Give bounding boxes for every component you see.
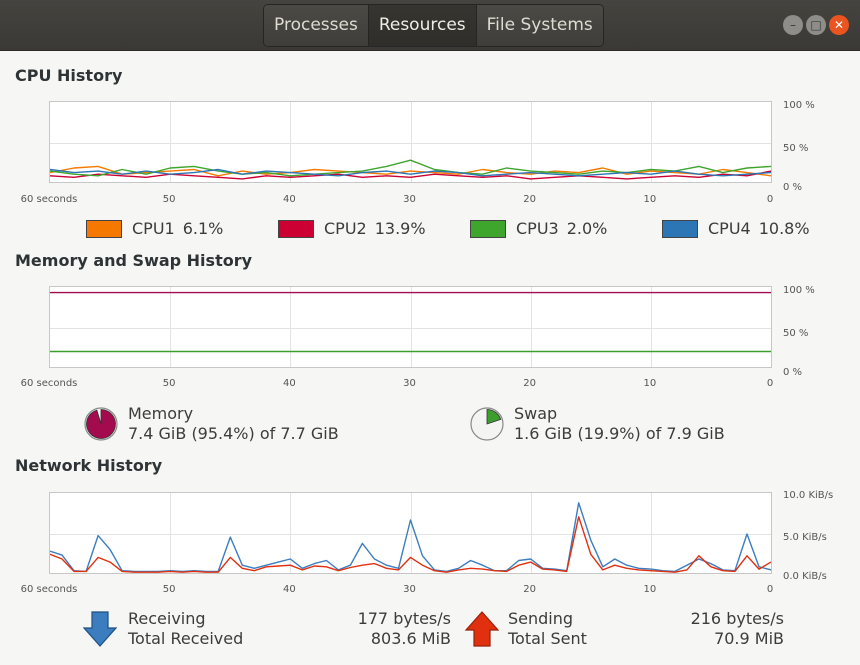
x-axis-tick-label: 50: [162, 584, 176, 595]
series-line-cpu3: [50, 159, 771, 177]
memory-info: Memory 7.4 GiB (95.4%) of 7.7 GiB: [128, 404, 339, 444]
network-y-label: 10.0 KiB/s: [783, 490, 834, 501]
x-axis-tick-label: 20: [523, 194, 537, 205]
legend-cpu4: CPU4 10.8%: [662, 219, 810, 238]
close-icon: ✕: [833, 18, 845, 32]
close-button[interactable]: ✕: [829, 15, 849, 35]
cpu2-label: CPU2: [324, 219, 367, 238]
cpu-y-label: 50 %: [783, 143, 809, 154]
network-history-title: Network History: [15, 456, 163, 475]
total-sent-value: 70.9 MiB: [714, 629, 784, 648]
cpu3-color-swatch[interactable]: [470, 219, 506, 238]
series-line-receiving: [50, 502, 771, 573]
x-axis-tick-label: 30: [403, 194, 416, 205]
tab-processes[interactable]: Processes: [264, 5, 369, 46]
x-axis-tick-label: 20: [523, 584, 537, 595]
x-axis-tick-label: 40: [282, 378, 296, 389]
swap-info: Swap 1.6 GiB (19.9%) of 7.9 GiB: [514, 404, 725, 444]
memory-history-title: Memory and Swap History: [15, 251, 253, 270]
cpu-graph-svg: [50, 102, 771, 182]
x-axis-tick-label: 0: [766, 378, 774, 389]
memory-history-graph: [49, 286, 772, 368]
memory-y-label: 50 %: [783, 328, 809, 339]
cpu-y-label: 100 %: [783, 100, 815, 111]
network-y-label: 5.0 KiB/s: [783, 532, 827, 543]
series-line-cpu4: [50, 168, 771, 177]
x-axis-tick-label: 40: [282, 584, 296, 595]
swap-pie-icon[interactable]: [468, 405, 506, 443]
x-axis-tick-label: 50: [162, 378, 176, 389]
x-axis-tick-label: 10: [643, 584, 657, 595]
x-axis-tick-label: 0: [766, 194, 774, 205]
cpu4-color-swatch[interactable]: [662, 219, 698, 238]
cpu3-label: CPU3: [516, 219, 559, 238]
network-history-graph: [49, 492, 772, 574]
view-switcher: Processes Resources File Systems: [263, 4, 604, 47]
maximize-button[interactable]: □: [806, 15, 826, 35]
series-line-sending: [50, 516, 771, 573]
total-sent-label: Total Sent: [508, 629, 587, 648]
tab-file-systems[interactable]: File Systems: [476, 5, 603, 46]
net-graph-svg: [50, 493, 771, 573]
x-axis-tick-label: 30: [403, 584, 416, 595]
cpu-y-label: 0 %: [783, 182, 803, 193]
legend-cpu3: CPU3 2.0%: [470, 219, 607, 238]
x-axis-tick-label: 60 seconds: [20, 584, 78, 595]
x-axis-tick-label: 0: [766, 584, 774, 595]
receiving-arrow-icon[interactable]: [82, 610, 118, 648]
cpu1-usage: 6.1%: [182, 219, 224, 238]
pie-slice: [486, 409, 502, 425]
x-axis-tick-label: 30: [403, 378, 416, 389]
sending-arrow-icon[interactable]: [464, 610, 500, 648]
sending-label: Sending: [508, 609, 574, 628]
series-line-cpu1: [50, 165, 771, 177]
network-y-label: 0.0 KiB/s: [783, 571, 827, 582]
receiving-label: Receiving: [128, 609, 206, 628]
x-axis-tick-label: 50: [162, 194, 176, 205]
memory-label: Memory: [128, 404, 194, 423]
cpu1-label: CPU1: [132, 219, 175, 238]
x-axis-tick-label: 60 seconds: [20, 378, 78, 389]
memory-usage-value: 7.4 GiB (95.4%) of 7.7 GiB: [128, 424, 339, 443]
legend-cpu2: CPU2 13.9%: [278, 219, 426, 238]
sending-rate: 216 bytes/s: [690, 609, 784, 628]
pie-slice: [86, 409, 116, 439]
cpu4-usage: 10.8%: [758, 219, 810, 238]
header-bar: Processes Resources File Systems – □ ✕: [0, 0, 860, 51]
x-axis-tick-label: 20: [523, 378, 537, 389]
memory-pie-icon[interactable]: [82, 405, 120, 443]
cpu2-color-swatch[interactable]: [278, 219, 314, 238]
maximize-icon: □: [810, 18, 822, 32]
x-axis-tick-label: 40: [282, 194, 296, 205]
memory-y-label: 100 %: [783, 285, 815, 296]
receiving-rate: 177 bytes/s: [357, 609, 451, 628]
cpu-history-graph: [49, 101, 772, 183]
sending-labels: Sending Total Sent: [508, 609, 587, 649]
swap-usage-value: 1.6 GiB (19.9%) of 7.9 GiB: [514, 424, 725, 443]
x-axis-tick-label: 60 seconds: [20, 194, 78, 205]
tab-resources[interactable]: Resources: [368, 5, 477, 46]
minimize-icon: –: [790, 18, 796, 32]
swap-label: Swap: [514, 404, 558, 423]
cpu-history-title: CPU History: [15, 66, 123, 85]
legend-cpu1: CPU1 6.1%: [86, 219, 223, 238]
cpu1-color-swatch[interactable]: [86, 219, 122, 238]
minimize-button[interactable]: –: [783, 15, 803, 35]
receiving-labels: Receiving Total Received: [128, 609, 243, 649]
receiving-values: 177 bytes/s 803.6 MiB: [358, 609, 451, 649]
sending-values: 216 bytes/s 70.9 MiB: [691, 609, 784, 649]
x-axis-tick-label: 10: [643, 378, 657, 389]
cpu4-label: CPU4: [708, 219, 751, 238]
total-received-label: Total Received: [128, 629, 244, 648]
mem-graph-svg: [50, 287, 771, 367]
cpu3-usage: 2.0%: [566, 219, 608, 238]
total-received-value: 803.6 MiB: [370, 629, 451, 648]
x-axis-tick-label: 10: [643, 194, 657, 205]
memory-y-label: 0 %: [783, 367, 803, 378]
cpu2-usage: 13.9%: [374, 219, 426, 238]
